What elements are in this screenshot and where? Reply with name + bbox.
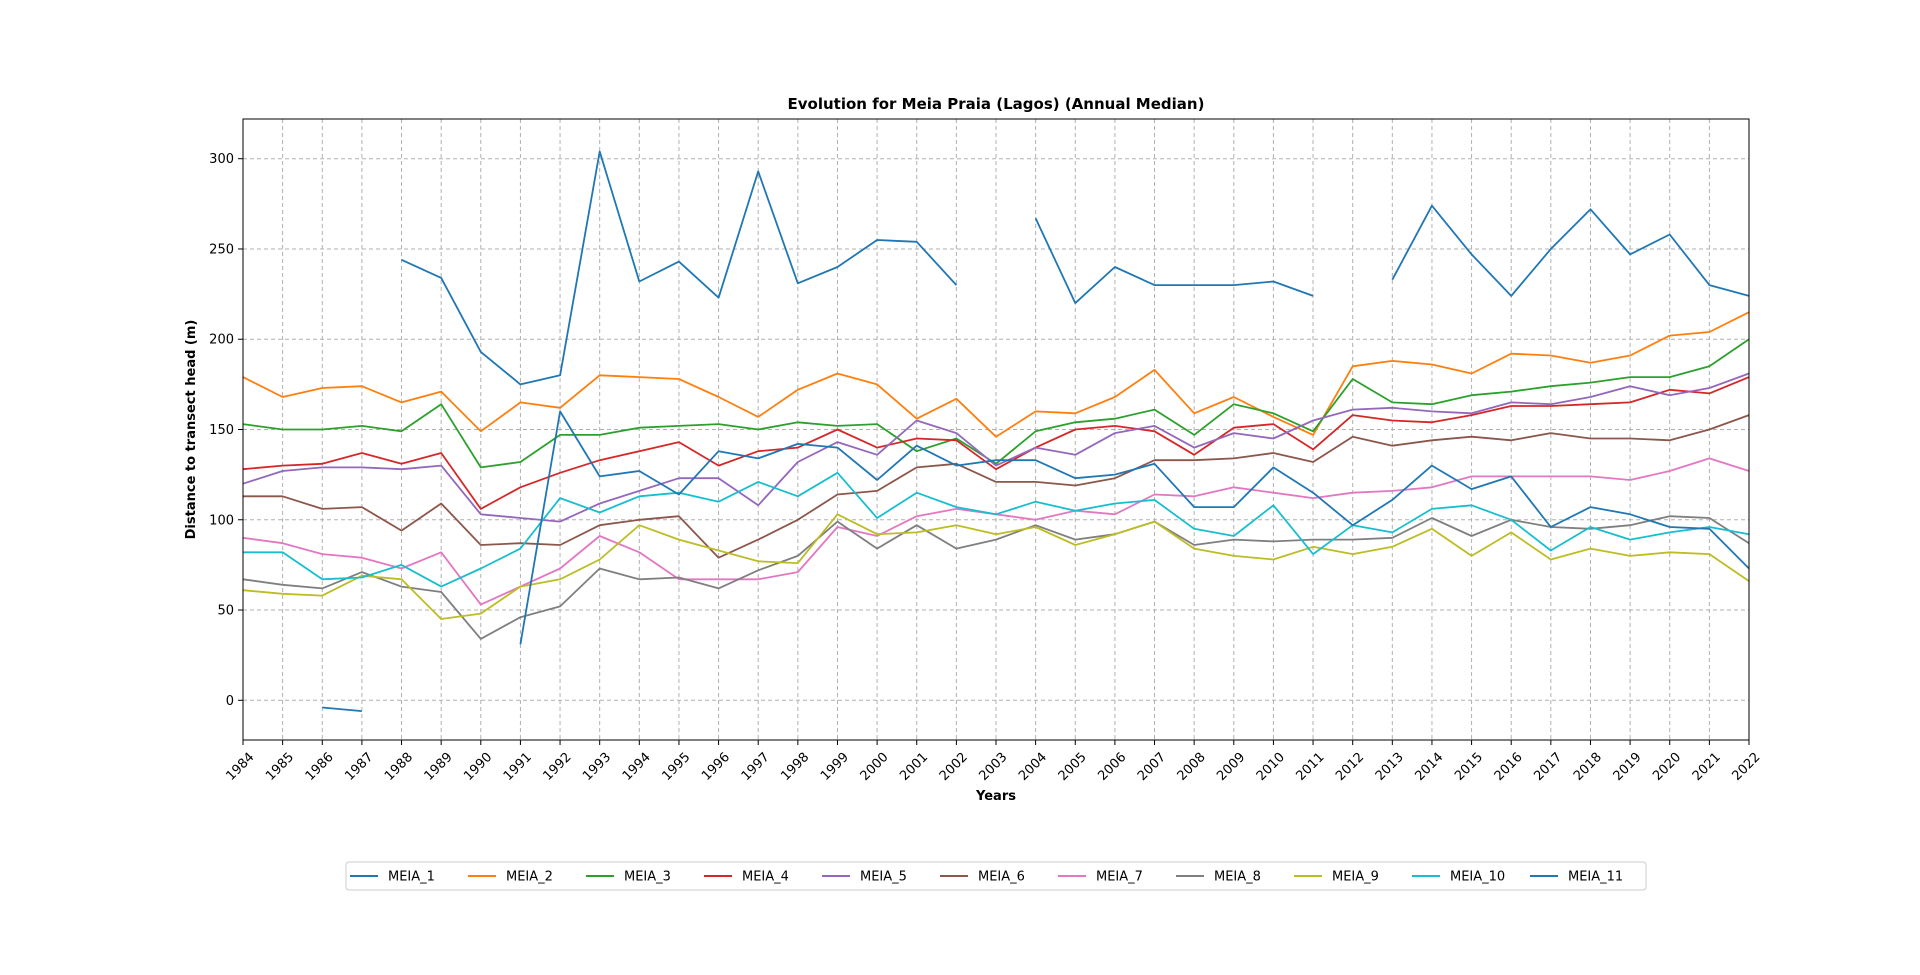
x-tick-label: 1998 xyxy=(778,750,812,784)
legend-label: MEIA_4 xyxy=(742,870,789,885)
x-tick-label: 2015 xyxy=(1452,750,1486,784)
x-tick-label: 1990 xyxy=(461,750,495,784)
y-tick-label: 150 xyxy=(209,423,234,438)
legend-item-meia-11: MEIA_11 xyxy=(1530,870,1623,885)
x-tick-label: 2003 xyxy=(976,750,1010,784)
x-tick-label: 2019 xyxy=(1611,750,1645,784)
legend-label: MEIA_5 xyxy=(860,870,907,885)
legend-item-meia-7: MEIA_7 xyxy=(1058,870,1143,885)
x-tick-label: 1985 xyxy=(263,750,297,784)
x-tick-label: 2020 xyxy=(1650,750,1684,784)
legend-label: MEIA_1 xyxy=(388,870,435,885)
x-tick-label: 2001 xyxy=(897,750,931,784)
series-line-meia-5 xyxy=(242,372,1750,523)
legend-label: MEIA_10 xyxy=(1450,870,1505,885)
legend-item-meia-9: MEIA_9 xyxy=(1294,870,1379,885)
x-tick-label: 2004 xyxy=(1016,750,1050,784)
x-tick-label: 2005 xyxy=(1056,750,1090,784)
x-tick-label: 2007 xyxy=(1135,750,1169,784)
x-tick-label: 1993 xyxy=(580,750,614,784)
series-line-meia-3 xyxy=(242,338,1750,469)
x-tick-label: 2012 xyxy=(1333,750,1367,784)
x-tick-label: 2010 xyxy=(1254,750,1288,784)
x-tick-label: 2000 xyxy=(858,750,892,784)
legend-box xyxy=(345,861,1647,891)
x-tick-label: 1989 xyxy=(422,750,456,784)
legend-item-meia-2: MEIA_2 xyxy=(468,870,553,885)
x-tick-label: 2009 xyxy=(1214,750,1248,784)
legend-item-meia-4: MEIA_4 xyxy=(704,870,789,885)
y-tick-label: 50 xyxy=(217,604,234,619)
legend-item-meia-6: MEIA_6 xyxy=(940,870,1025,885)
series-line-meia-2 xyxy=(242,311,1750,438)
series-line-meia-9 xyxy=(242,513,1750,620)
x-tick-label: 2022 xyxy=(1729,750,1763,784)
y-tick-label: 200 xyxy=(209,333,234,348)
x-tick-label: 1997 xyxy=(739,750,773,784)
y-tick-label: 0 xyxy=(226,694,234,709)
x-tick-label: 1984 xyxy=(223,750,257,784)
legend-item-meia-10: MEIA_10 xyxy=(1412,870,1505,885)
legend-label: MEIA_6 xyxy=(978,870,1025,885)
series-line-meia-10 xyxy=(243,471,1750,588)
series-line-meia-8 xyxy=(242,515,1750,640)
y-tick-label: 100 xyxy=(209,513,234,528)
x-tick-label: 1991 xyxy=(501,750,535,784)
series-line-meia-1 xyxy=(401,150,1750,386)
series-lines xyxy=(242,150,1750,712)
x-tick-label: 2014 xyxy=(1412,750,1446,784)
x-tick-label: 1988 xyxy=(382,750,416,784)
x-tick-label: 2008 xyxy=(1175,750,1209,784)
legend-label: MEIA_2 xyxy=(506,870,553,885)
y-tick-label: 250 xyxy=(209,242,234,257)
legend-label: MEIA_11 xyxy=(1568,870,1623,885)
chart-title: Evolution for Meia Praia (Lagos) (Annual… xyxy=(788,95,1205,113)
series-line-meia-6 xyxy=(243,414,1750,559)
series-line-meia-4 xyxy=(242,376,1750,510)
grid-lines xyxy=(242,119,1750,740)
x-tick-label: 1996 xyxy=(699,750,733,784)
legend-label: MEIA_9 xyxy=(1332,870,1379,885)
legend-item-meia-1: MEIA_1 xyxy=(350,870,435,885)
x-tick-label: 1986 xyxy=(303,750,337,784)
y-tick-label: 300 xyxy=(209,152,234,167)
x-tick-label: 1995 xyxy=(659,750,693,784)
legend-item-meia-3: MEIA_3 xyxy=(586,870,671,885)
legend-label: MEIA_3 xyxy=(624,870,671,885)
x-tick-label: 1994 xyxy=(620,750,654,784)
x-tick-label: 1992 xyxy=(541,750,575,784)
x-tick-label: 2021 xyxy=(1690,750,1724,784)
legend-label: MEIA_8 xyxy=(1214,870,1261,885)
series-line-meia-11 xyxy=(322,410,1750,712)
x-tick-label: 2006 xyxy=(1095,750,1129,784)
legend-label: MEIA_7 xyxy=(1096,870,1143,885)
x-tick-label: 2013 xyxy=(1373,750,1407,784)
x-tick-label: 2017 xyxy=(1531,750,1565,784)
x-tick-label: 1987 xyxy=(342,750,376,784)
x-tick-label: 2018 xyxy=(1571,750,1605,784)
x-axis-label: Years xyxy=(975,789,1016,804)
x-tick-label: 2002 xyxy=(937,750,971,784)
x-tick-label: 2011 xyxy=(1294,750,1328,784)
y-axis-label: Distance to transect head (m) xyxy=(184,320,199,540)
legend: MEIA_1 MEIA_2 MEIA_3 MEIA_4 MEIA_5 MEIA_6 MEIA… xyxy=(345,861,1647,891)
x-tick-label: 2016 xyxy=(1492,750,1526,784)
legend-item-meia-5: MEIA_5 xyxy=(822,870,907,885)
legend-item-meia-8: MEIA_8 xyxy=(1176,870,1261,885)
x-tick-label: 1999 xyxy=(818,750,852,784)
